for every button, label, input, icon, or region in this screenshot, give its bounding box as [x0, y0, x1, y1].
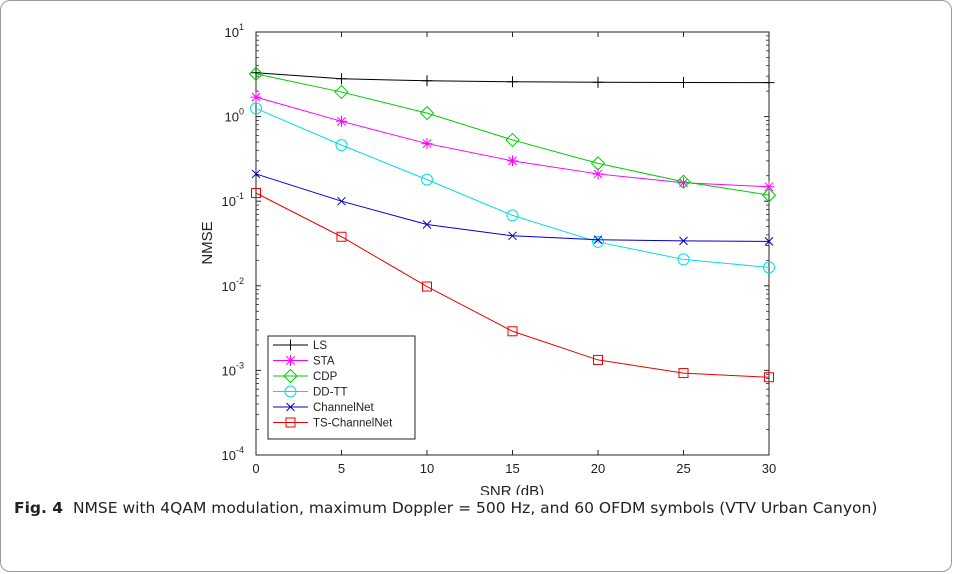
nmse-chart: 101 100 10-1 10-2 10-3 10-4 0 5 10 15 20 25 30 SNR …	[199, 22, 777, 495]
data-point-dd-tt	[592, 235, 604, 248]
y-tick-label: 10-2	[222, 276, 244, 294]
series-cdp	[248, 66, 777, 203]
legend-entry-ls: LS	[273, 339, 327, 352]
legend-entry-ts-channelnet: TS-ChannelNet	[273, 417, 393, 430]
series-sta	[250, 91, 775, 193]
data-point-cdp	[676, 174, 691, 189]
data-point-cdp	[761, 187, 777, 203]
series-ls	[250, 67, 775, 89]
data-point-ls	[250, 67, 262, 79]
data-point-ts-channelnet	[593, 354, 603, 365]
data-point-sta	[250, 91, 262, 103]
data-point-cdp	[505, 132, 520, 148]
legend-label: CDP	[313, 371, 338, 383]
y-tick-label: 10-1	[222, 191, 244, 209]
data-point-ts-channelnet	[251, 188, 261, 199]
legend-label: TS-ChannelNet	[313, 418, 393, 430]
legend-label: LS	[313, 340, 327, 352]
data-point-dd-tt	[421, 173, 433, 186]
legend-entry-sta: STA	[273, 355, 335, 368]
data-point-ts-channelnet	[678, 368, 689, 379]
figure-number: Fig. 4	[14, 499, 64, 517]
y-tick-label: 10-4	[222, 445, 244, 463]
legend-entry-dd-tt: DD-TT	[273, 385, 348, 399]
legend-marker	[285, 339, 296, 351]
data-point-ls	[678, 76, 689, 88]
data-point-channelnet	[337, 196, 346, 206]
data-point-sta	[421, 138, 433, 150]
legend-marker	[285, 417, 296, 428]
data-point-cdp	[590, 156, 606, 171]
x-tick-label: 20	[591, 461, 605, 476]
data-point-ts-channelnet	[764, 372, 774, 383]
data-point-ls	[336, 73, 347, 85]
series-channelnet	[251, 169, 774, 246]
legend-marker	[286, 402, 295, 412]
data-point-channelnet	[508, 231, 517, 241]
data-point-dd-tt	[506, 209, 519, 222]
data-point-cdp	[419, 105, 435, 121]
data-point-channelnet	[679, 236, 688, 246]
data-point-sta	[678, 177, 689, 189]
x-tick-label: 5	[338, 461, 345, 476]
data-point-ls	[763, 77, 775, 89]
data-point-cdp	[334, 84, 349, 100]
data-point-sta	[507, 155, 518, 167]
data-point-dd-tt	[763, 261, 775, 274]
legend-entry-channelnet: ChannelNet	[273, 402, 375, 414]
series-ts-channelnet	[251, 188, 774, 383]
series-line-dd-tt	[255, 107, 770, 268]
y-tick-label: 10-3	[222, 360, 244, 378]
data-point-ts-channelnet	[336, 231, 347, 242]
series-dd-tt	[250, 102, 775, 274]
legend-entry-cdp: CDP	[273, 368, 338, 384]
data-point-channelnet	[593, 235, 603, 245]
series-layer	[248, 66, 777, 383]
data-point-dd-tt	[335, 139, 348, 152]
x-tick-label: 10	[420, 461, 434, 476]
x-axis-label: SNR (dB)	[480, 483, 544, 495]
data-point-channelnet	[422, 220, 432, 229]
y-tick-label: 100	[225, 107, 244, 125]
data-point-ls	[592, 76, 604, 88]
series-line-ts-channelnet	[255, 192, 770, 378]
x-axis: 0 5 10 15 20 25 30	[252, 32, 776, 476]
data-point-dd-tt	[250, 102, 262, 115]
legend-label: DD-TT	[313, 387, 348, 399]
x-tick-label: 30	[762, 461, 776, 476]
data-point-channelnet	[251, 169, 261, 179]
x-tick-label: 15	[505, 461, 519, 476]
legend-label: STA	[313, 356, 335, 368]
data-point-dd-tt	[677, 253, 690, 266]
data-point-channelnet	[764, 237, 774, 246]
data-point-sta	[763, 181, 775, 193]
figure-caption: Fig. 4 NMSE with 4QAM modulation, maximu…	[14, 497, 934, 520]
legend-marker	[284, 385, 297, 398]
y-axis: 101 100 10-1 10-2 10-3 10-4	[222, 22, 769, 463]
x-tick-label: 25	[676, 461, 690, 476]
legend-marker	[283, 368, 298, 384]
data-point-sta	[592, 168, 604, 180]
caption-text: NMSE with 4QAM modulation, maximum Doppl…	[72, 499, 878, 517]
legend: LS STA CDP DD-TT ChannelNet TS-ChannelNet	[267, 335, 416, 440]
data-point-cdp	[248, 66, 264, 82]
x-tick-label: 0	[252, 461, 259, 476]
data-point-ls	[421, 75, 433, 87]
series-line-cdp	[255, 73, 770, 196]
data-point-sta	[336, 115, 347, 127]
y-axis-label: NMSE	[199, 221, 216, 264]
data-point-ts-channelnet	[507, 326, 518, 337]
legend-label: ChannelNet	[313, 402, 375, 414]
y-tick-label: 101	[225, 22, 244, 40]
data-point-ts-channelnet	[422, 281, 432, 292]
data-point-ls	[507, 76, 518, 88]
legend-box	[267, 335, 416, 440]
legend-marker	[285, 355, 296, 366]
